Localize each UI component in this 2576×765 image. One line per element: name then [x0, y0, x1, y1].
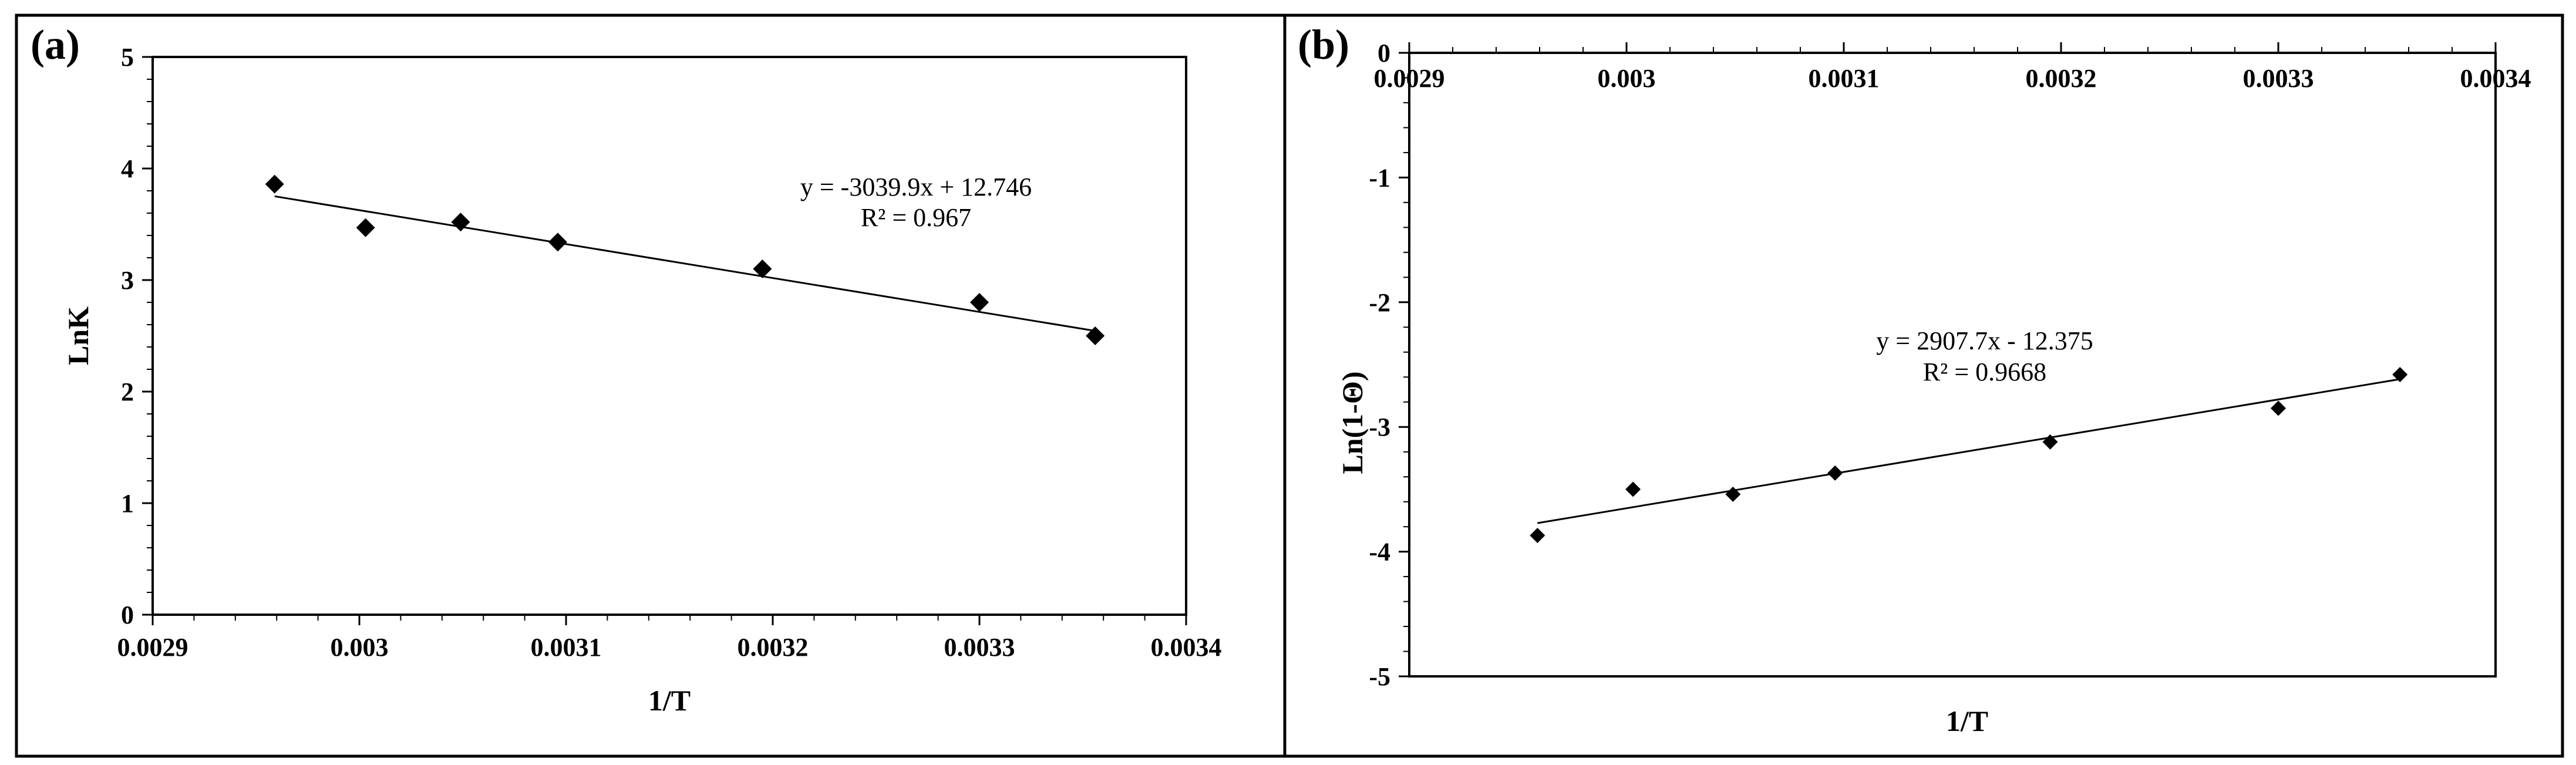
- data-point-a: [451, 213, 470, 232]
- x-axis-title-a: 1/T: [648, 684, 691, 717]
- x-tick-label-a: 0.0034: [1151, 633, 1222, 662]
- data-point-b: [2042, 434, 2058, 450]
- data-point-b: [1827, 465, 1843, 481]
- x-tick-label-b: 0.0029: [1374, 64, 1445, 93]
- trendline-b: [1537, 378, 2400, 524]
- x-tick-label-b: 0.0031: [1809, 64, 1880, 93]
- r-squared-b: R² = 0.9668: [1923, 358, 2046, 386]
- chart-panel-b: (b) 0.0029 0.003 0.0031 0.0032 0.0033 0.0034 …: [1298, 21, 2531, 737]
- x-tick-label-a: 0.0031: [531, 633, 602, 662]
- y-tick-label-b: -5: [1369, 662, 1390, 691]
- trendline-equation-a: y = -3039.9x + 12.746: [800, 173, 1032, 201]
- y-axis-title-a: LnK: [62, 306, 95, 365]
- data-point-a: [548, 232, 567, 252]
- data-point-b: [1530, 527, 1545, 543]
- y-tick-label-a: 5: [121, 43, 134, 72]
- trendline-a: [274, 195, 1096, 332]
- figure-frame: [15, 14, 2564, 758]
- panel-a-label: (a): [31, 21, 80, 68]
- y-tick-label-a: 3: [121, 266, 134, 295]
- data-point-b: [2271, 400, 2286, 416]
- x-tick-label-b: 0.0033: [2243, 64, 2314, 93]
- data-point-a: [1086, 326, 1105, 345]
- x-tick-label-a: 0.0032: [738, 633, 809, 662]
- data-point-a: [970, 293, 989, 312]
- data-point-a: [265, 174, 284, 194]
- chart-panel-a: (a) 0.0029 0.003 0.0031 0.0032 0.0033 0.0034 …: [31, 21, 1222, 717]
- y-tick-label-b: 0: [1378, 39, 1390, 68]
- x-tick-label-b: 0.0034: [2460, 64, 2531, 93]
- x-tick-label-a: 0.0033: [944, 633, 1015, 662]
- plot-area-a: [151, 56, 1187, 616]
- y-tick-label-b: -3: [1369, 413, 1390, 442]
- y-tick-label-a: 1: [121, 489, 134, 518]
- y-tick-label-b: -2: [1369, 288, 1390, 317]
- data-point-b: [2392, 366, 2408, 382]
- plot-area-b: [1408, 52, 2497, 678]
- y-tick-label-a: 2: [121, 378, 134, 406]
- x-tick-label-a: 0.003: [331, 633, 389, 662]
- data-point-a: [356, 218, 375, 237]
- x-axis-title-b: 1/T: [1946, 705, 1988, 737]
- trendline-equation-b: y = 2907.7x - 12.375: [1876, 326, 2093, 355]
- x-tick-label-a: 0.0029: [117, 633, 188, 662]
- y-tick-label-a: 0: [121, 601, 134, 629]
- data-point-a: [753, 260, 772, 278]
- y-tick-label-b: -4: [1369, 538, 1390, 567]
- data-point-b: [1625, 481, 1641, 497]
- r-squared-a: R² = 0.967: [861, 203, 971, 232]
- panel-b-label: (b): [1298, 21, 1349, 68]
- y-tick-label-a: 4: [121, 154, 134, 183]
- data-point-b: [1725, 486, 1741, 502]
- x-tick-label-b: 0.0032: [2026, 64, 2097, 93]
- x-tick-label-b: 0.003: [1598, 64, 1656, 93]
- y-axis-title-b: Ln(1-Θ): [1336, 372, 1369, 474]
- y-tick-label-b: -1: [1369, 163, 1390, 192]
